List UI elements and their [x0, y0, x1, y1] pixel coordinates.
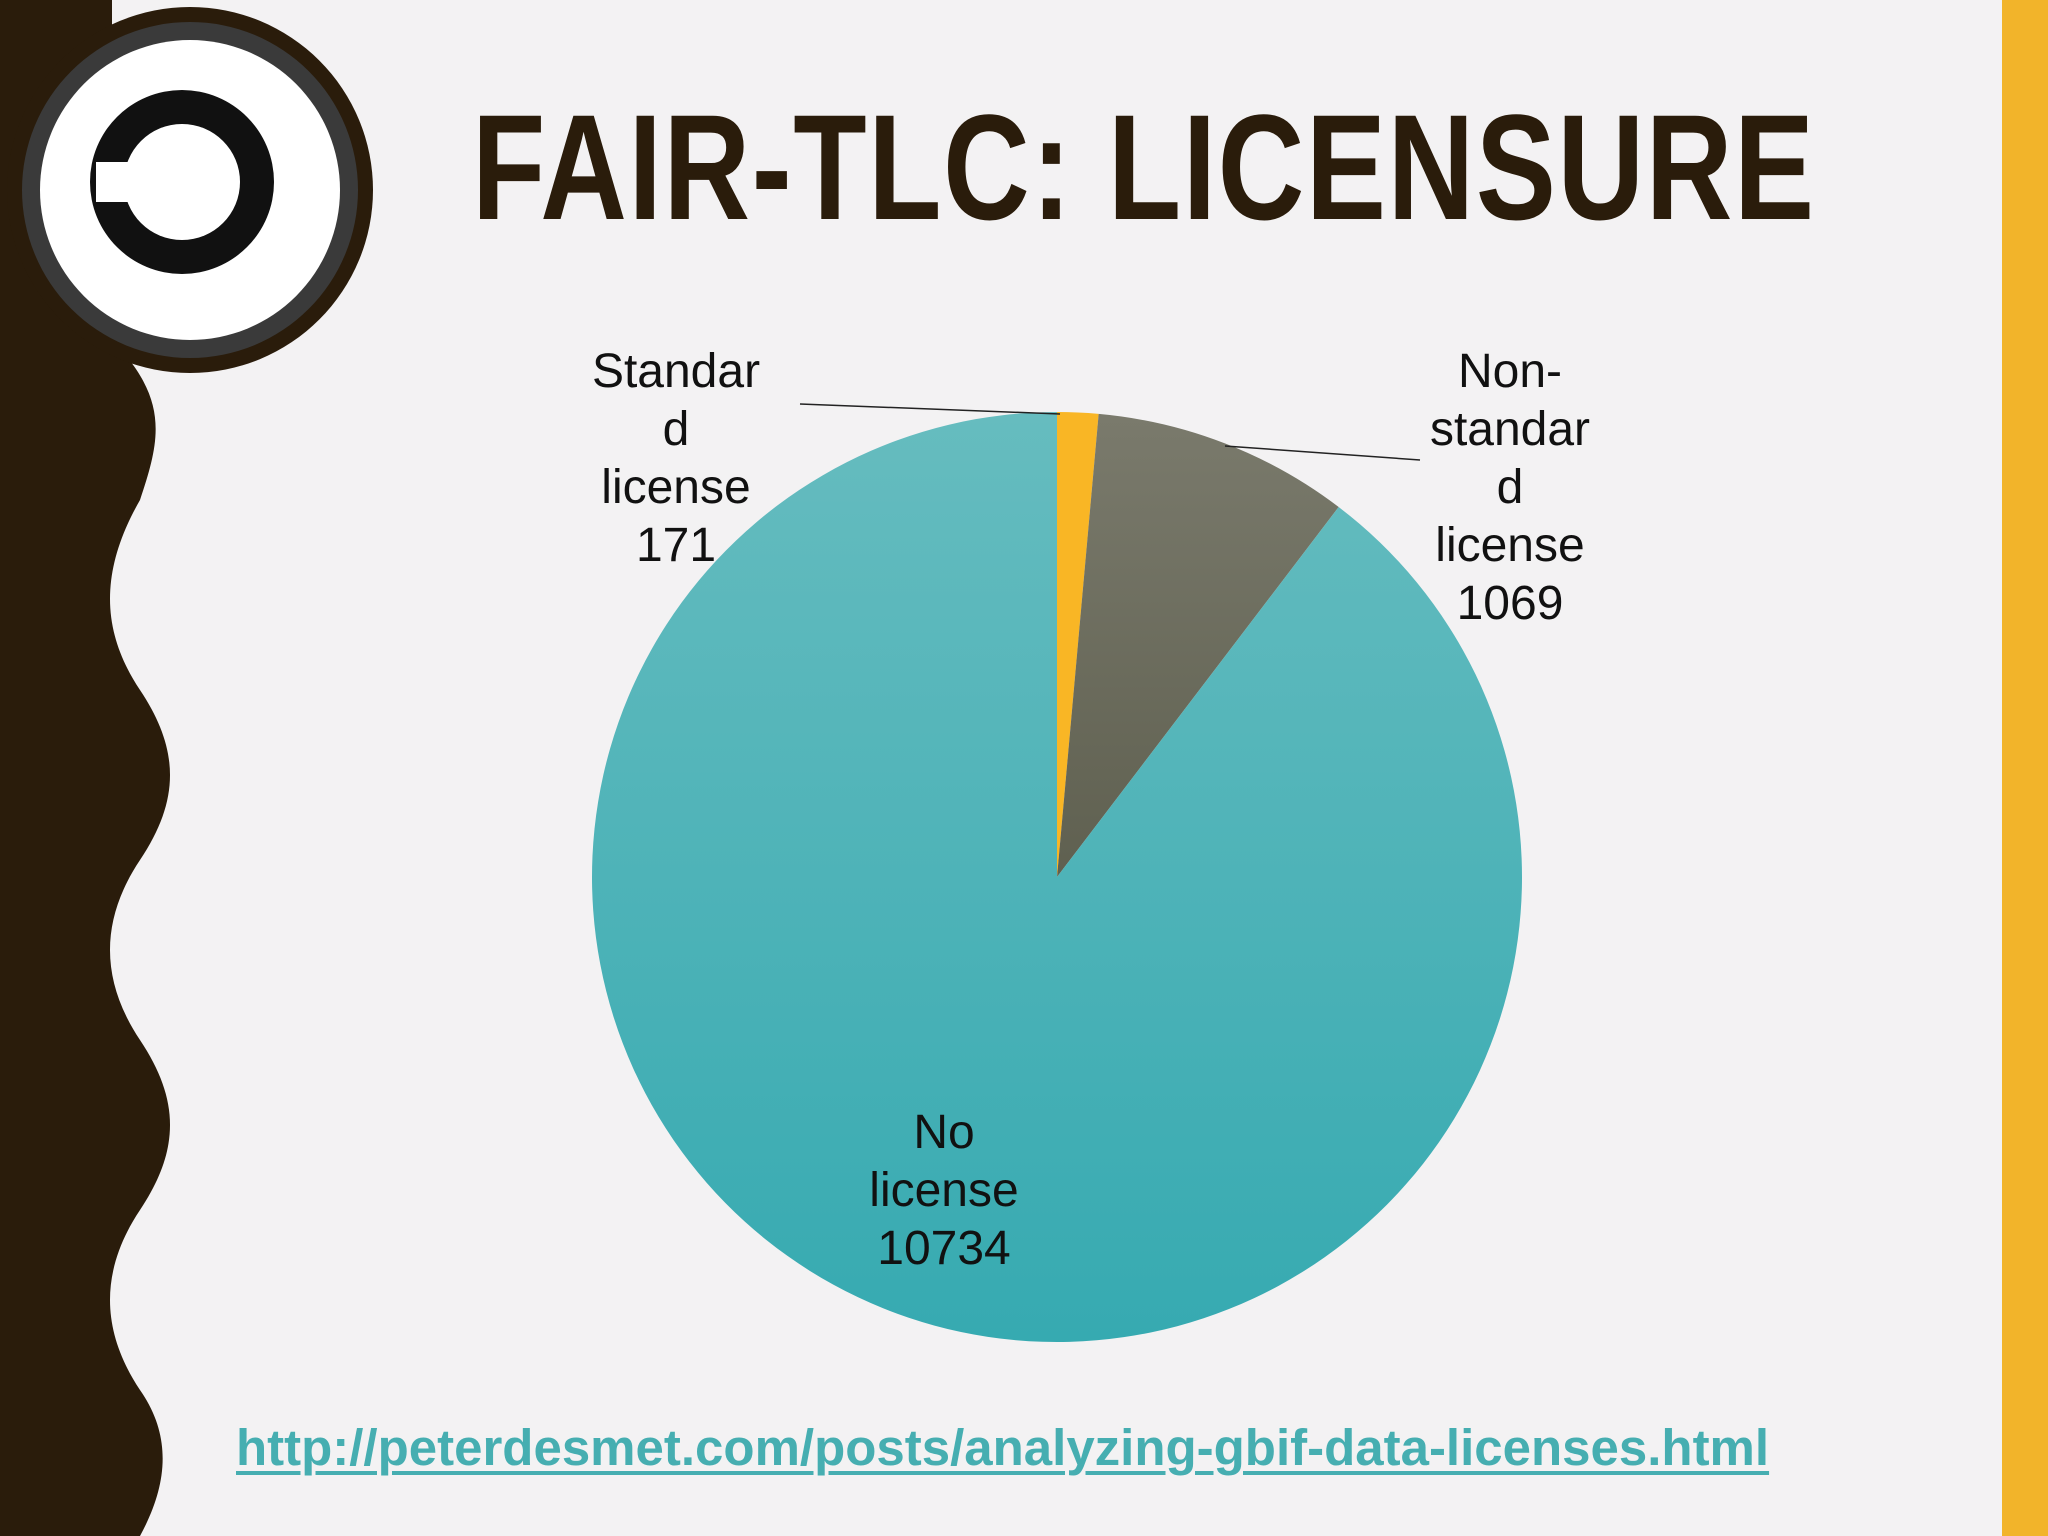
pie-slice-standard-license	[1057, 412, 1099, 877]
slice-label-line: Standar	[592, 345, 760, 398]
right-accent-bar	[2002, 0, 2048, 1536]
slice-label-line: 1069	[1457, 577, 1564, 630]
pie-slice-no-license	[592, 412, 1522, 1342]
leader-line	[1224, 445, 1421, 461]
source-link[interactable]: http://peterdesmet.com/posts/analyzing-g…	[236, 1419, 1770, 1476]
slice-label-line: Non-	[1458, 345, 1562, 398]
slice-label-line: standar	[1430, 403, 1590, 456]
slice-label-line: 171	[636, 519, 716, 572]
slice-label-line: d	[663, 403, 690, 456]
slice-label-line: license	[869, 1164, 1018, 1217]
slice-label: Standar d license 171	[592, 345, 760, 572]
slice-label-line: license	[1435, 519, 1584, 572]
copyleft-logo	[7, 7, 373, 373]
copyleft-icon	[90, 90, 274, 274]
slice-label: Non-standar d license 1069	[1430, 345, 1590, 630]
leader-line	[799, 403, 1061, 415]
slice-label-line: 10734	[877, 1222, 1010, 1275]
slice-label-line: license	[601, 461, 750, 514]
slice-label-line: d	[1497, 461, 1524, 514]
slice-label: No license 10734	[869, 1106, 1018, 1275]
pie-slice-non-standard-license	[1057, 413, 1339, 877]
left-wavy-band	[0, 0, 170, 1536]
slice-label-line: No	[913, 1106, 974, 1159]
